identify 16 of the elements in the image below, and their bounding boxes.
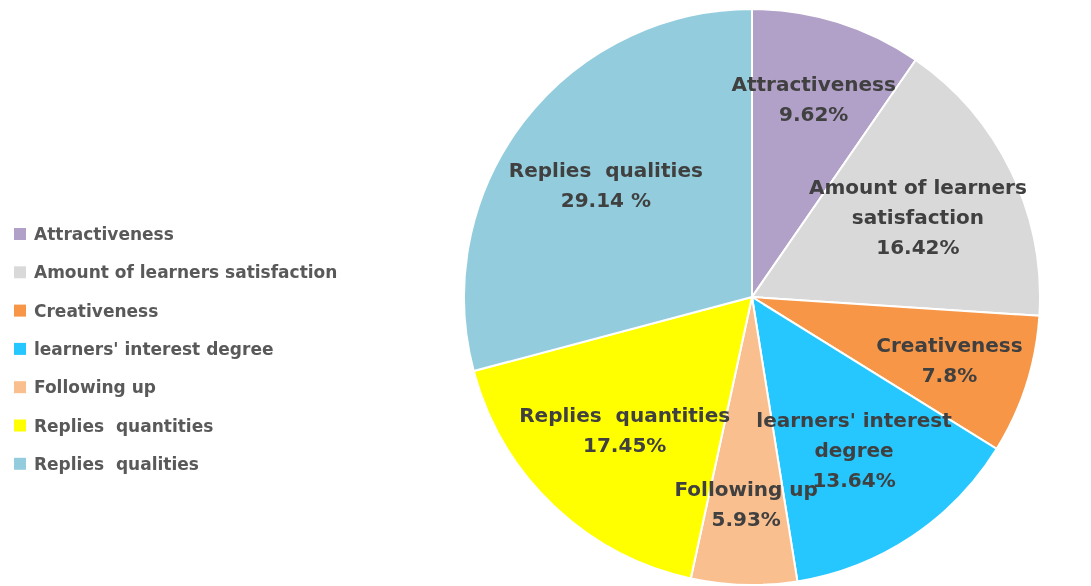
- data-label: 9.62%: [779, 102, 849, 127]
- legend-label: learners' interest degree: [34, 338, 274, 359]
- data-label: 16.42%: [876, 234, 960, 259]
- data-label: 5.93%: [711, 507, 781, 532]
- data-label: 7.8%: [921, 363, 978, 388]
- legend-label: Amount of learners satisfaction: [34, 262, 338, 283]
- slice-label: Amount of learners satisfaction: [809, 174, 1027, 229]
- legend-label: Replies quantities: [34, 415, 214, 436]
- legend-label: Replies qualities: [34, 453, 199, 474]
- slice-label: Creativeness: [876, 333, 1023, 358]
- data-label: 17.45%: [583, 433, 667, 458]
- slice-label: Replies qualities: [508, 157, 703, 182]
- legend-label: Creativeness: [34, 300, 159, 321]
- legend-label: Attractiveness: [34, 224, 174, 244]
- data-label: 29.14 %: [560, 187, 651, 212]
- legend-label: Following up: [34, 377, 156, 398]
